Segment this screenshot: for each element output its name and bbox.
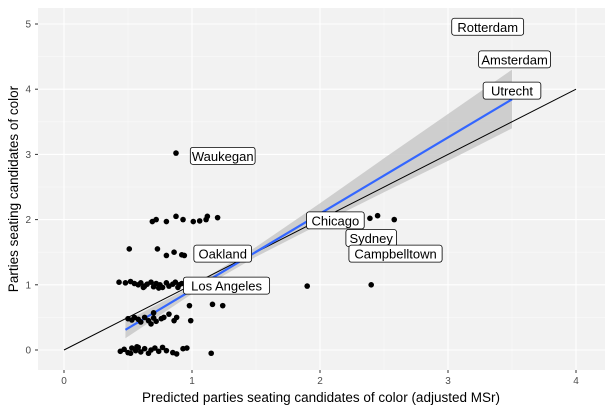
data-point	[204, 213, 211, 220]
data-point	[304, 283, 311, 289]
label-text: Chicago	[312, 213, 360, 228]
data-point	[141, 345, 148, 352]
data-point	[127, 350, 134, 357]
point-label: Sydney	[345, 229, 397, 247]
data-point	[181, 252, 188, 259]
x-tick-label: 2	[317, 376, 323, 387]
label-box	[193, 244, 252, 263]
data-point	[219, 302, 226, 309]
data-point	[148, 279, 154, 285]
y-axis-title: Parties seating candidates of color	[6, 85, 21, 292]
data-point	[116, 279, 122, 285]
data-point	[152, 345, 158, 351]
data-point	[122, 280, 129, 286]
point-label: Oakland	[193, 244, 252, 263]
y-tick-label: 0	[25, 346, 31, 357]
point-label: Los Angeles	[183, 276, 271, 295]
data-point	[187, 317, 194, 324]
data-point	[214, 214, 221, 221]
data-point	[180, 216, 186, 223]
data-point	[134, 343, 140, 350]
data-point	[155, 348, 162, 355]
y-tick-label: 1	[25, 280, 31, 291]
panel-background	[38, 8, 605, 370]
data-point	[374, 212, 381, 219]
label-box	[451, 17, 525, 36]
data-point	[148, 321, 154, 327]
data-point	[368, 282, 375, 288]
point-label: Campbelltown	[348, 244, 443, 263]
data-point	[190, 218, 197, 225]
data-point	[138, 319, 144, 325]
point-label: Rotterdam	[451, 17, 525, 36]
data-point	[367, 215, 373, 222]
x-axis-title: Predicted parties seating candidates of …	[142, 390, 500, 405]
label-box	[348, 244, 443, 263]
data-point	[126, 246, 133, 252]
data-point	[184, 345, 190, 351]
label-box	[306, 211, 365, 230]
label-box	[478, 50, 551, 69]
data-point	[391, 216, 398, 223]
data-point	[140, 284, 147, 291]
data-point	[208, 350, 214, 357]
label-box	[482, 81, 542, 100]
points	[116, 150, 398, 357]
ticks: 0 1 2 3 4 0 1 2 3 4 5	[25, 20, 579, 388]
point-labels: Rotterdam Amsterdam Utrecht Waukegan Oakland…	[183, 17, 551, 295]
x-tick-label: 1	[189, 376, 195, 387]
data-point	[163, 347, 170, 354]
data-point	[121, 346, 127, 353]
point-label: Amsterdam	[478, 50, 551, 69]
point-label: Waukegan	[189, 146, 256, 165]
label-text: Campbelltown	[354, 247, 436, 262]
y-tick-label: 2	[25, 215, 31, 226]
data-point	[186, 302, 193, 309]
data-point	[163, 252, 170, 259]
label-box	[189, 146, 256, 165]
data-point	[196, 218, 203, 224]
point-label: Chicago	[306, 211, 365, 230]
label-text: Amsterdam	[481, 52, 547, 67]
y-tick-label: 3	[25, 150, 31, 161]
label-text: Los Angeles	[191, 279, 262, 294]
data-point	[173, 351, 180, 357]
label-text: Utrecht	[491, 84, 533, 99]
label-box	[183, 276, 271, 295]
data-point	[159, 344, 166, 351]
label-text: Rotterdam	[457, 20, 518, 35]
data-point	[141, 314, 148, 321]
label-text: Sydney	[350, 231, 394, 246]
data-point	[173, 314, 180, 321]
y-tick-label: 4	[25, 85, 31, 96]
label-text: Waukegan	[192, 149, 254, 164]
data-point	[153, 216, 159, 223]
x-tick-label: 4	[573, 376, 579, 387]
x-tick-label: 0	[61, 376, 67, 387]
data-point	[138, 349, 144, 355]
y-tick-label: 5	[25, 20, 31, 31]
point-label: Utrecht	[482, 81, 542, 100]
data-point	[155, 285, 162, 291]
data-point	[161, 314, 167, 321]
x-tick-label: 3	[445, 376, 451, 387]
data-point	[153, 318, 159, 325]
data-point	[150, 310, 157, 316]
data-point	[166, 311, 172, 317]
data-point	[173, 150, 179, 156]
data-point	[138, 280, 144, 286]
label-text: Oakland	[199, 247, 247, 262]
data-point	[209, 301, 216, 308]
data-point	[173, 213, 179, 220]
data-point	[171, 249, 177, 255]
data-point	[154, 246, 161, 252]
data-point	[163, 218, 170, 225]
